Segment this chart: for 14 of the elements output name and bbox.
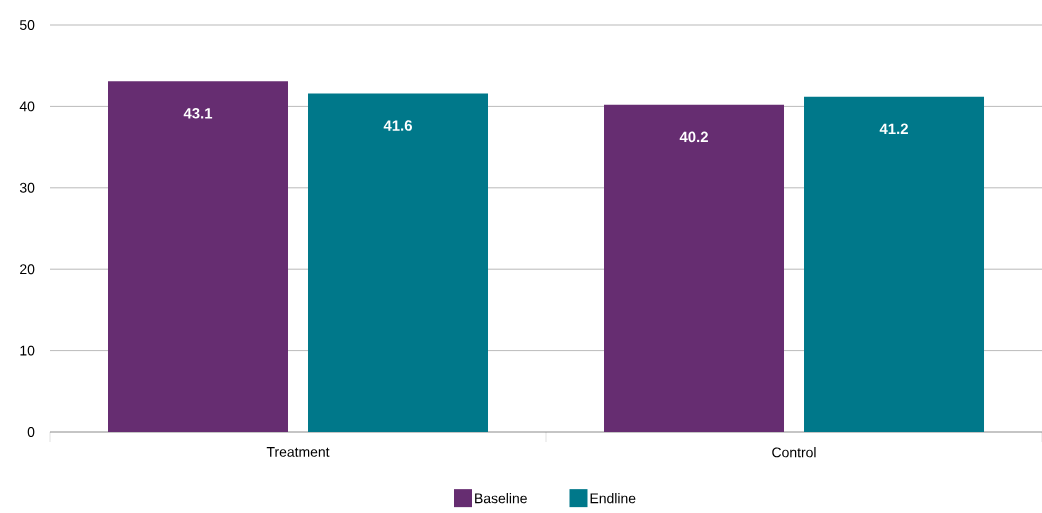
y-tick-label: 30 <box>19 182 35 193</box>
legend-label: Baseline <box>475 493 527 504</box>
x-tick-label: Treatment <box>266 447 330 457</box>
y-tick-label: 50 <box>19 20 35 30</box>
data-label: 41.2 <box>879 123 908 134</box>
data-label: 43.1 <box>183 108 213 119</box>
y-tick-label: 20 <box>20 264 35 275</box>
data-label: 40.2 <box>679 131 708 143</box>
legend-label: Endline <box>590 493 636 504</box>
y-tick-label: 10 <box>20 345 35 356</box>
x-tick-label: Control <box>772 447 816 458</box>
y-tick-label: 0 <box>27 427 35 437</box>
y-tick-label: 40 <box>19 101 35 112</box>
data-label: 41.6 <box>383 120 412 131</box>
